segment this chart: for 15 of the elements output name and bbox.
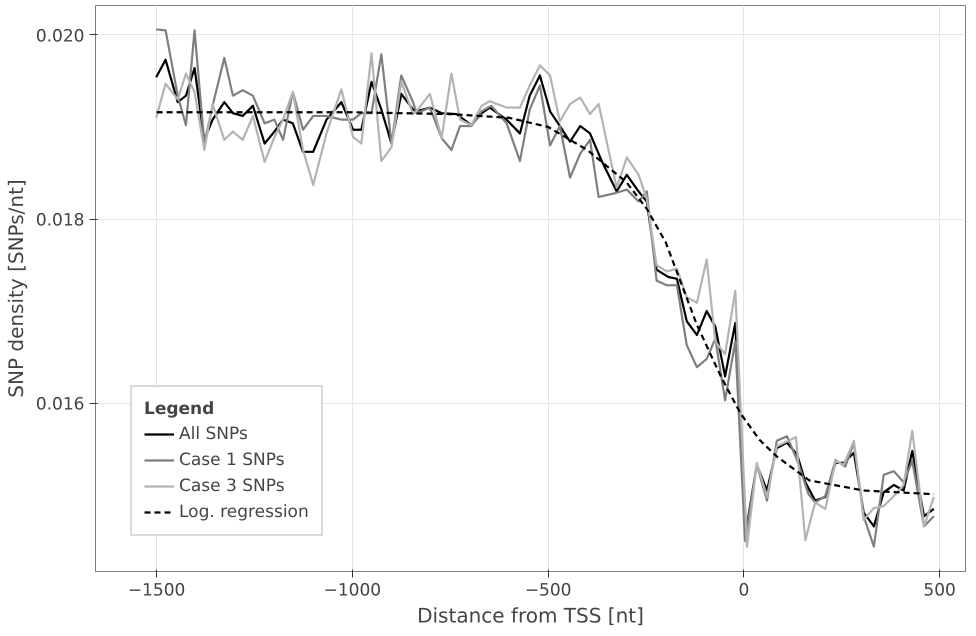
legend-label: Log. regression: [179, 502, 309, 522]
x-tick-label: −500: [524, 580, 572, 600]
x-axis-title: Distance from TSS [nt]: [417, 604, 644, 628]
x-tick-label: −1000: [324, 580, 382, 600]
legend-title: Legend: [144, 399, 216, 419]
legend-label: All SNPs: [179, 424, 248, 444]
legend-label: Case 1 SNPs: [179, 450, 285, 470]
y-tick-label: 0.016: [36, 394, 85, 415]
legend-label: Case 3 SNPs: [179, 476, 285, 496]
y-tick-label: 0.020: [36, 26, 85, 46]
x-tick-label: 0: [738, 580, 750, 600]
y-tick-label: 0.018: [36, 210, 85, 231]
y-axis-title: SNP density [SNPs/nt]: [4, 179, 28, 398]
x-tick-label: 500: [923, 580, 956, 600]
x-tick-label: −1500: [128, 580, 186, 600]
